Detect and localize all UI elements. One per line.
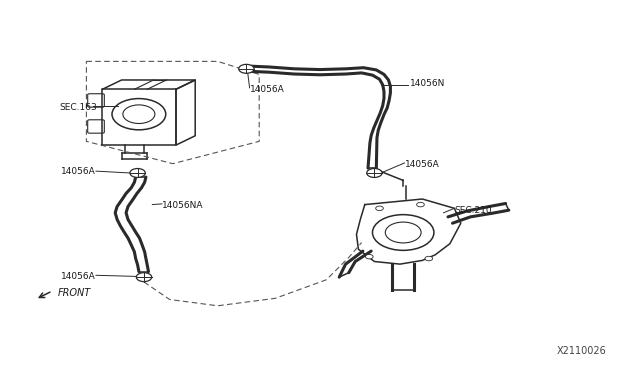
Text: SEC.163: SEC.163 [59,103,97,112]
Circle shape [417,202,424,207]
Circle shape [425,256,433,261]
Circle shape [376,206,383,211]
Text: 14056A: 14056A [61,167,95,176]
Text: 14056A: 14056A [61,272,95,280]
Text: FRONT: FRONT [58,288,91,298]
Circle shape [239,64,254,73]
Circle shape [365,254,373,259]
Text: SEC.210: SEC.210 [454,206,492,215]
Text: 14056N: 14056N [410,79,445,88]
Text: 14056A: 14056A [404,160,439,169]
Circle shape [130,169,145,177]
Circle shape [136,273,152,282]
Circle shape [367,169,382,177]
Text: X2110026: X2110026 [557,346,607,356]
Text: 14056A: 14056A [250,85,284,94]
Text: 14056NA: 14056NA [162,201,204,210]
